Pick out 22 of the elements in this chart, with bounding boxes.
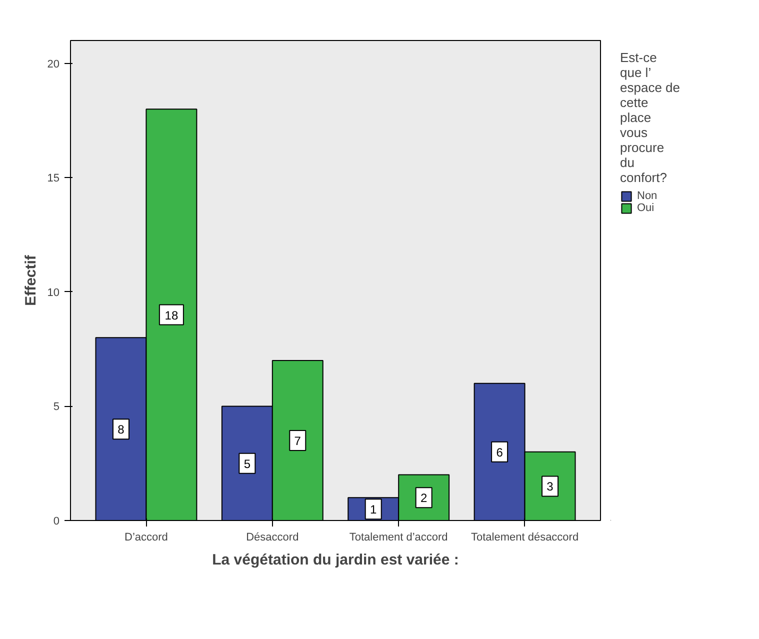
y-tick-label: 5	[53, 401, 60, 414]
data-label: 7	[294, 434, 302, 448]
x-axis-title: La végétation du jardin est variée :	[212, 552, 459, 568]
data-label: 3	[546, 480, 554, 494]
y-tick-label: 20	[47, 58, 60, 70]
x-tick-label: D’accord	[124, 532, 168, 544]
x-tick-label: Totalement d’accord	[349, 532, 448, 544]
y-tick-label: 15	[47, 172, 60, 185]
data-label: 8	[118, 422, 125, 437]
data-label: 5	[244, 456, 251, 471]
y-axis-title: Effectif	[22, 254, 40, 306]
y-tick-label: 10	[47, 286, 60, 299]
text: Est-ce que l’ espace de cette place vous procure du confort?	[620, 50, 680, 185]
x-tick-label: Désaccord	[246, 532, 299, 544]
data-label: 18	[164, 308, 178, 322]
data-label: 6	[496, 445, 504, 460]
y-tick-label: 0	[53, 516, 60, 528]
x-tick-label: Totalement désaccord	[470, 532, 579, 544]
data-label: 2	[420, 491, 428, 506]
data-label: 1	[370, 502, 378, 517]
legend-label: Oui	[637, 202, 656, 214]
legend-label: Non	[637, 190, 658, 202]
